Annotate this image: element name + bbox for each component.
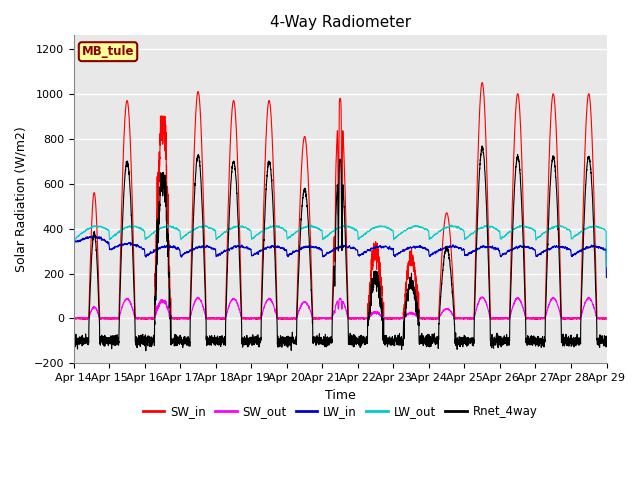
- Rnet_4way: [321, 335, 328, 341]
- LW_in: [603, 275, 611, 280]
- SW_in: [602, 315, 610, 321]
- Rnet_4way: [602, 344, 610, 350]
- LW_out: [602, 228, 610, 234]
- LW_in: [490, 246, 497, 252]
- SW_in: [478, 80, 486, 85]
- LW_out: [320, 236, 328, 241]
- Rnet_4way: [460, 338, 467, 344]
- Rnet_4way: [166, 288, 173, 294]
- SW_out: [603, 315, 611, 321]
- SW_in: [430, 316, 438, 322]
- Y-axis label: Solar Radiation (W/m2): Solar Radiation (W/m2): [15, 127, 28, 272]
- Rnet_4way: [478, 143, 486, 149]
- SW_in: [70, 315, 77, 321]
- Legend: SW_in, SW_out, LW_in, LW_out, Rnet_4way: SW_in, SW_out, LW_in, LW_out, Rnet_4way: [138, 401, 542, 423]
- Title: 4-Way Radiometer: 4-Way Radiometer: [269, 15, 411, 30]
- LW_out: [70, 236, 77, 241]
- SW_out: [70, 315, 77, 321]
- SW_out: [478, 294, 486, 300]
- Rnet_4way: [142, 348, 150, 354]
- Rnet_4way: [603, 337, 611, 343]
- SW_in: [490, 316, 498, 322]
- SW_out: [166, 311, 173, 317]
- Line: LW_in: LW_in: [74, 236, 607, 277]
- SW_out: [602, 315, 610, 321]
- LW_in: [321, 253, 328, 259]
- SW_out: [70, 315, 77, 321]
- LW_out: [490, 225, 497, 231]
- Line: SW_in: SW_in: [74, 83, 607, 319]
- SW_out: [321, 315, 328, 321]
- LW_in: [430, 250, 438, 255]
- Line: SW_out: SW_out: [74, 297, 607, 318]
- SW_in: [166, 264, 173, 269]
- LW_out: [430, 232, 438, 238]
- SW_out: [490, 315, 498, 321]
- LW_out: [166, 224, 173, 229]
- X-axis label: Time: Time: [324, 389, 355, 402]
- Rnet_4way: [70, 340, 77, 346]
- LW_in: [460, 246, 467, 252]
- LW_in: [70, 239, 77, 245]
- SW_in: [460, 315, 467, 321]
- LW_in: [602, 246, 610, 252]
- Rnet_4way: [430, 337, 438, 343]
- Rnet_4way: [490, 339, 498, 345]
- LW_in: [166, 245, 173, 251]
- LW_out: [460, 228, 467, 233]
- SW_in: [320, 315, 328, 321]
- SW_in: [603, 316, 611, 322]
- SW_in: [388, 316, 396, 322]
- SW_out: [430, 315, 438, 321]
- Line: Rnet_4way: Rnet_4way: [74, 146, 607, 351]
- Line: LW_out: LW_out: [74, 225, 607, 266]
- LW_out: [603, 264, 611, 269]
- LW_in: [89, 233, 97, 239]
- Text: MB_tule: MB_tule: [82, 45, 134, 58]
- LW_out: [447, 222, 455, 228]
- SW_out: [460, 315, 467, 321]
